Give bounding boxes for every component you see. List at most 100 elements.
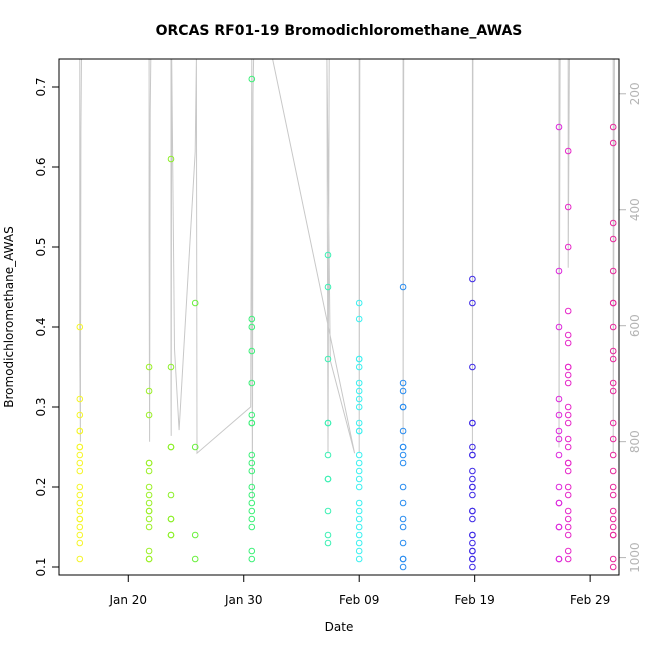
data-point xyxy=(564,467,572,475)
data-point xyxy=(191,531,199,539)
data-point xyxy=(609,299,617,307)
data-point xyxy=(248,315,256,323)
data-point xyxy=(609,523,617,531)
data-point xyxy=(555,395,563,403)
data-point xyxy=(609,491,617,499)
data-point xyxy=(355,403,363,411)
data-point xyxy=(355,475,363,483)
data-point xyxy=(355,483,363,491)
data-point xyxy=(609,355,617,363)
data-point xyxy=(609,563,617,571)
data-point xyxy=(145,515,153,523)
data-point xyxy=(609,483,617,491)
data-point xyxy=(248,411,256,419)
data-point xyxy=(167,491,175,499)
data-points-layer xyxy=(76,75,617,571)
data-point xyxy=(248,499,256,507)
data-point xyxy=(248,483,256,491)
data-point xyxy=(555,267,563,275)
data-point xyxy=(564,555,572,563)
series-rf11 xyxy=(564,147,572,563)
data-point xyxy=(145,523,153,531)
data-point xyxy=(469,539,476,547)
data-point xyxy=(609,267,617,275)
data-point xyxy=(564,515,572,523)
data-point xyxy=(145,491,153,499)
data-point xyxy=(555,323,563,331)
data-point xyxy=(248,507,256,515)
data-point xyxy=(609,451,617,459)
series-rf01 xyxy=(76,323,84,563)
data-point xyxy=(609,347,617,355)
data-point xyxy=(609,235,617,243)
data-point xyxy=(564,403,572,411)
data-point xyxy=(609,219,617,227)
data-point xyxy=(564,547,572,555)
y-axis-label: Bromodichloromethane_AWAS xyxy=(2,226,16,407)
data-point xyxy=(555,499,563,507)
y-tick-label: 0.7 xyxy=(34,77,48,96)
data-point xyxy=(399,499,407,507)
data-point xyxy=(469,467,476,475)
data-point xyxy=(76,515,84,523)
data-point xyxy=(355,395,363,403)
data-point xyxy=(324,531,332,539)
right-tick-label: 400 xyxy=(628,198,642,221)
data-point xyxy=(355,539,363,547)
data-point xyxy=(248,451,256,459)
data-point xyxy=(555,123,563,131)
data-point xyxy=(564,203,572,211)
data-point xyxy=(469,531,476,539)
data-point xyxy=(145,387,153,395)
series-rf09 xyxy=(469,275,476,571)
data-point xyxy=(76,459,84,467)
data-point xyxy=(167,515,175,523)
data-point xyxy=(564,531,572,539)
data-point xyxy=(469,507,476,515)
data-point xyxy=(555,427,563,435)
data-point xyxy=(324,539,332,547)
data-point xyxy=(564,523,572,531)
data-point xyxy=(609,379,617,387)
data-point xyxy=(324,475,332,483)
data-point xyxy=(399,443,407,451)
data-point xyxy=(469,451,476,459)
data-point xyxy=(609,123,617,131)
data-point xyxy=(609,419,617,427)
right-tick-label: 800 xyxy=(628,430,642,453)
data-point xyxy=(609,507,617,515)
data-point xyxy=(248,419,256,427)
data-point xyxy=(555,523,563,531)
data-point xyxy=(355,523,363,531)
data-point xyxy=(76,395,84,403)
data-point xyxy=(355,451,363,459)
data-point xyxy=(399,563,407,571)
data-point xyxy=(248,547,256,555)
data-point xyxy=(469,563,476,571)
data-point xyxy=(145,363,153,371)
chart-title: ORCAS RF01-19 Bromodichloromethane_AWAS xyxy=(156,23,523,39)
data-point xyxy=(564,435,572,443)
data-point xyxy=(609,435,617,443)
data-point xyxy=(324,419,332,427)
data-point xyxy=(248,491,256,499)
data-point xyxy=(167,363,175,371)
data-point xyxy=(167,531,175,539)
plot-frame xyxy=(58,58,620,576)
data-point xyxy=(564,371,572,379)
data-point xyxy=(191,555,199,563)
data-point xyxy=(145,547,153,555)
data-point xyxy=(145,499,153,507)
data-point xyxy=(555,555,563,563)
data-point xyxy=(248,75,256,83)
data-point xyxy=(167,155,175,163)
data-point xyxy=(399,387,407,395)
data-point xyxy=(564,411,572,419)
data-point xyxy=(355,363,363,371)
data-point xyxy=(76,443,84,451)
right-tick-label: 600 xyxy=(628,314,642,337)
data-point xyxy=(355,531,363,539)
data-point xyxy=(76,523,84,531)
data-point xyxy=(355,299,363,307)
